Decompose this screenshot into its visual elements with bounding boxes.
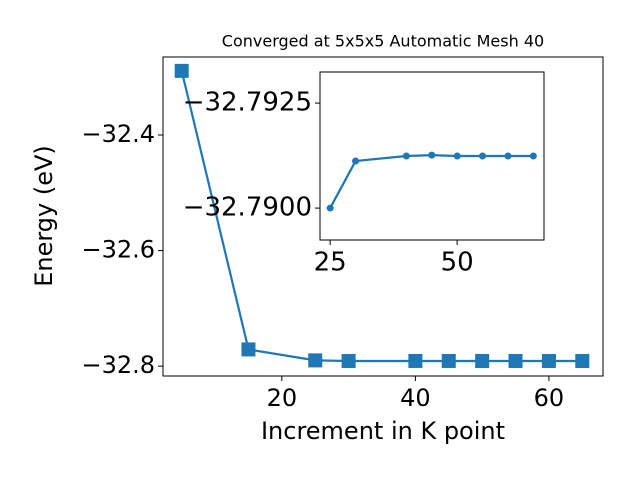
x-tick-label: 25 <box>314 248 347 278</box>
series-line <box>329 154 534 209</box>
y-tick-label: −32.7925 <box>183 88 312 118</box>
point <box>453 152 461 160</box>
y-tick-label: −32.7900 <box>183 193 312 223</box>
point <box>241 342 256 357</box>
point <box>174 63 189 78</box>
point <box>308 353 323 368</box>
point <box>402 152 410 160</box>
point <box>541 353 556 368</box>
chart-title: Converged at 5x5x5 Automatic Mesh 40 <box>222 32 544 51</box>
y-tick-label: −32.8 <box>81 351 155 379</box>
point <box>575 353 590 368</box>
x-tick-label: 50 <box>441 248 474 278</box>
point <box>428 151 436 159</box>
point <box>504 152 512 160</box>
x-axis-label: Increment in K point <box>261 417 505 445</box>
y-tick-label: −32.6 <box>81 236 155 264</box>
x-tick-label: 60 <box>534 384 565 412</box>
point <box>441 353 456 368</box>
point <box>479 152 487 160</box>
point <box>529 152 537 160</box>
x-tick-label: 40 <box>400 384 431 412</box>
point <box>352 157 360 165</box>
point <box>326 204 334 212</box>
point <box>475 353 490 368</box>
x-tick-label: 20 <box>267 384 298 412</box>
series-line <box>180 70 583 363</box>
point <box>408 353 423 368</box>
point <box>508 353 523 368</box>
y-tick-label: −32.4 <box>81 120 155 148</box>
y-axis-label: Energy (eV) <box>30 145 58 287</box>
point <box>341 353 356 368</box>
